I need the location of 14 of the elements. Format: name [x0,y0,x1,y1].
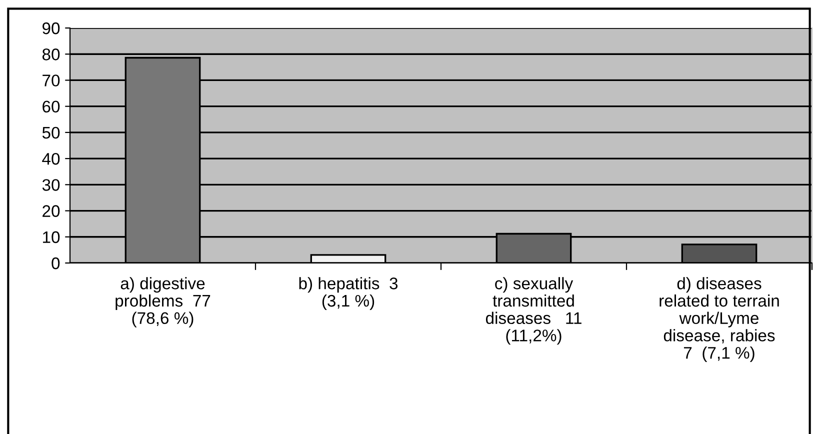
y-tick-label: 80 [42,48,60,60]
x-tick-label: b) hepatitis 3 (3,1 %) [299,277,398,310]
x-tick-label: a) digestive problems 77 (78,6 %) [116,277,210,328]
y-tick-label: 70 [42,74,60,86]
y-tick-label: 20 [42,205,60,217]
x-tick-label: d) diseases related to terrain work/Lyme disease, rabies 7 (7,1 %) [660,277,779,362]
y-tick-label: 90 [42,22,60,34]
y-tick-label: 0 [52,257,60,270]
x-tick-label: c) sexually transmitted diseases 11 (11,2%) [486,277,582,345]
y-tick-label: 40 [42,152,60,165]
y-tick-label: 10 [43,231,60,244]
y-tick-label: 30 [42,179,60,191]
y-tick-label: 50 [42,126,60,139]
y-tick-label: 60 [42,100,60,113]
